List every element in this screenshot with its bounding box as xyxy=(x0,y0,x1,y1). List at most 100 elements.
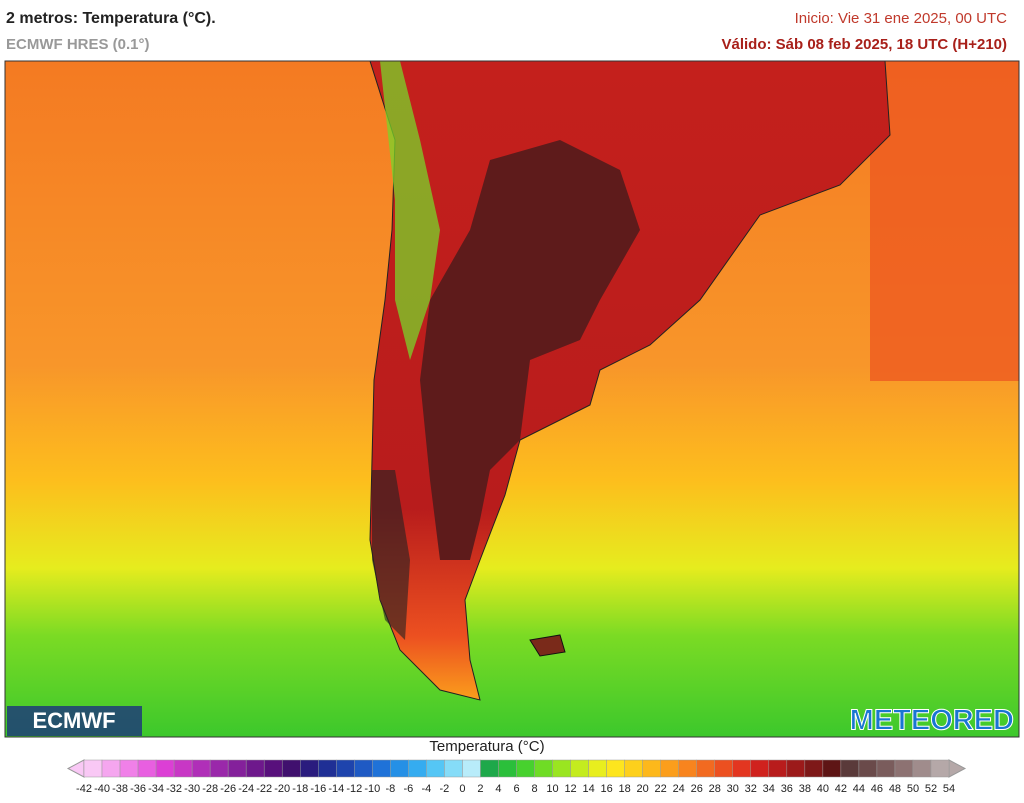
valid-time: Válido: Sáb 08 feb 2025, 18 UTC (H+210) xyxy=(721,36,1007,53)
colorbar-tick-label: -34 xyxy=(148,783,164,795)
colorbar-box xyxy=(101,759,121,778)
colorbar-tick-label: -40 xyxy=(94,783,110,795)
colorbar-tick-label: -20 xyxy=(274,783,290,795)
colorbar-tick-label: 46 xyxy=(871,783,883,795)
colorbar-box xyxy=(894,759,914,778)
colorbar-box xyxy=(263,759,283,778)
map xyxy=(5,61,1019,737)
colorbar-box xyxy=(300,759,319,778)
colorbar-box xyxy=(768,759,788,778)
colorbar-tick-label: -2 xyxy=(440,783,450,795)
colorbar-box xyxy=(336,759,355,778)
colorbar-box xyxy=(930,759,950,778)
colorbar-box xyxy=(390,759,409,778)
colorbar-tick-label: -26 xyxy=(220,783,236,795)
colorbar-tick-label: -38 xyxy=(112,783,128,795)
colorbar-box xyxy=(534,759,553,778)
andes xyxy=(380,61,440,360)
colorbar-tick-label: -8 xyxy=(385,783,395,795)
colorbar-box xyxy=(606,759,625,778)
colorbar-box xyxy=(642,759,661,778)
colorbar-arrow-left xyxy=(66,759,85,778)
colorbar-tick-label: 12 xyxy=(564,783,576,795)
colorbar-tick-label: 14 xyxy=(582,783,594,795)
colorbar-box xyxy=(678,759,697,778)
colorbar-tick-label: 32 xyxy=(745,783,757,795)
colorbar-box xyxy=(858,759,878,778)
colorbar-box xyxy=(209,759,229,778)
colorbar-tick-label: 8 xyxy=(531,783,537,795)
colorbar-tick-label: -6 xyxy=(403,783,413,795)
colorbar-tick-label: 30 xyxy=(727,783,739,795)
colorbar-tick-label: -32 xyxy=(166,783,182,795)
colorbar-box xyxy=(570,759,589,778)
colorbar-box xyxy=(876,759,896,778)
colorbar-tick-label: 42 xyxy=(835,783,847,795)
colorbar-box xyxy=(372,759,391,778)
colorbar-tick-label: 34 xyxy=(763,783,775,795)
colorbar-box xyxy=(660,759,679,778)
colorbar-box xyxy=(822,759,842,778)
colorbar-box xyxy=(318,759,337,778)
colorbar-tick-label: 54 xyxy=(943,783,955,795)
colorbar-arrow-right xyxy=(948,759,967,778)
init-time: Inicio: Vie 31 ene 2025, 00 UTC xyxy=(795,10,1008,27)
colorbar-tick-label: -36 xyxy=(130,783,146,795)
colorbar-box xyxy=(191,759,211,778)
colorbar-tick-label: -30 xyxy=(184,783,200,795)
colorbar-tick-label: 22 xyxy=(655,783,667,795)
islands xyxy=(529,634,566,657)
title: 2 metros: Temperatura (°C). xyxy=(6,10,216,27)
colorbar-box xyxy=(137,759,157,778)
colorbar-tick-label: 20 xyxy=(637,783,649,795)
colorbar-box xyxy=(245,759,265,778)
meteored-logo: METEORED xyxy=(850,705,1014,737)
colorbar-tick-label: 18 xyxy=(619,783,631,795)
colorbar-box xyxy=(714,759,734,778)
colorbar-tick-label: -28 xyxy=(202,783,218,795)
colorbar-tick-label: 4 xyxy=(495,783,501,795)
ecmwf-logo-box xyxy=(7,706,142,736)
colorbar-tick-label: 38 xyxy=(799,783,811,795)
colorbar-tick-label: 16 xyxy=(600,783,612,795)
colorbar-box xyxy=(281,759,301,778)
colorbar-box xyxy=(840,759,860,778)
colorbar-tick-label: 48 xyxy=(889,783,901,795)
map-frame xyxy=(4,60,1020,738)
hot-region xyxy=(420,140,640,560)
colorbar-tick-label: -10 xyxy=(364,783,380,795)
colorbar: -42 -40 -38 -36 -34 -32 -30 -28 -26 -24 -22 -20 -18-… xyxy=(66,759,967,795)
colorbar-box xyxy=(227,759,247,778)
colorbar-tick-label: 2 xyxy=(477,783,483,795)
colorbar-tick-label: 52 xyxy=(925,783,937,795)
colorbar-box xyxy=(354,759,373,778)
warm-ocean xyxy=(870,61,1019,381)
colorbar-tick-label: -42 xyxy=(76,783,92,795)
colorbar-box xyxy=(408,759,427,778)
fjords xyxy=(372,470,410,640)
colorbar-box xyxy=(624,759,643,778)
colorbar-tick-label: 6 xyxy=(513,783,519,795)
colorbar-box xyxy=(83,759,103,778)
colorbar-box xyxy=(516,759,535,778)
colorbar-tick-label: -14 xyxy=(328,783,344,795)
colorbar-tick-label: -22 xyxy=(256,783,272,795)
colorbar-box xyxy=(426,759,445,778)
colorbar-box xyxy=(462,759,481,778)
colorbar-tick-label: 28 xyxy=(709,783,721,795)
colorbar-box xyxy=(732,759,752,778)
colorbar-box xyxy=(444,759,463,778)
colorbar-box xyxy=(588,759,607,778)
colorbar-tick-label: -12 xyxy=(346,783,362,795)
colorbar-box xyxy=(119,759,139,778)
colorbar-box xyxy=(173,759,193,778)
model: ECMWF HRES (0.1°) xyxy=(6,36,150,53)
colorbar-box xyxy=(498,759,517,778)
colorbar-tick-label: 40 xyxy=(817,783,829,795)
legend-title: Temperatura (°C) xyxy=(429,738,544,755)
colorbar-tick-label: 50 xyxy=(907,783,919,795)
colorbar-tick-label: -16 xyxy=(310,783,326,795)
colorbar-box xyxy=(696,759,715,778)
ecmwf-logo: ECMWF xyxy=(32,708,115,733)
